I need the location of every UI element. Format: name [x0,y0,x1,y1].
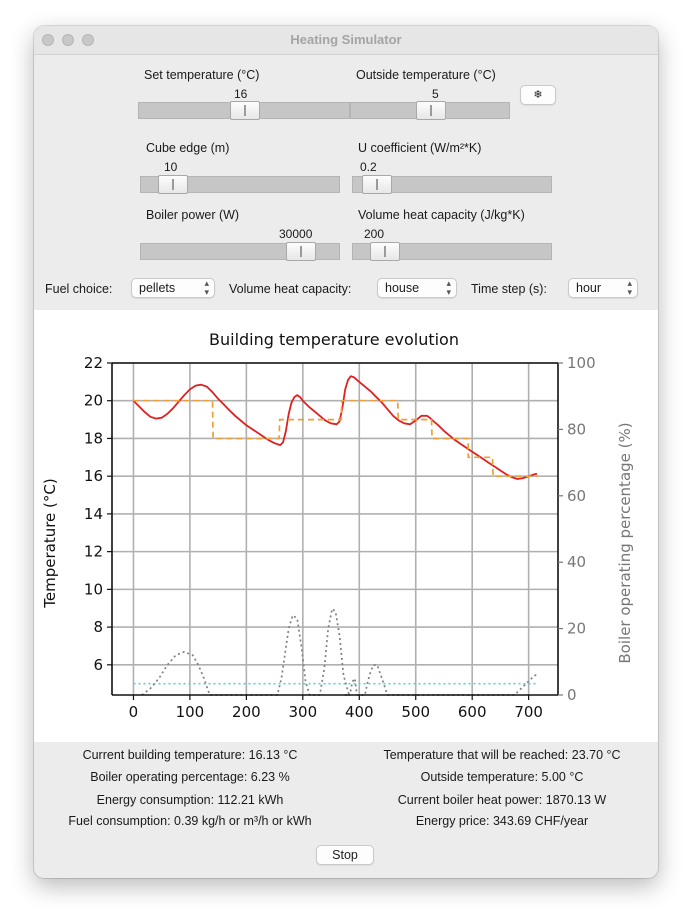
y-tick-label: 22 [84,354,103,372]
chevron-updown-icon: ▴ ▾ [204,278,209,297]
y2-tick-label: 100 [567,354,596,372]
boiler-power-slider-thumb[interactable] [286,242,316,261]
app-window: Heating Simulator Set temperature (°C) 1… [34,26,658,878]
volume-heat-capacity-select[interactable]: house ▴ ▾ [377,278,457,298]
volume-heat-capacity-select-value: house [385,281,420,295]
y-tick-label: 14 [84,505,103,523]
u-coefficient-value: 0.2 [360,160,377,174]
title-bar: Heating Simulator [34,26,658,55]
x-tick-label: 600 [458,703,487,721]
u-coefficient-label: U coefficient (W/m²*K) [358,141,482,155]
outside-temperature-readout: Outside temperature: 5.00 °C [420,770,584,784]
chart-grid [112,362,558,695]
outside-temperature-value: 5 [432,87,439,101]
boiler-power-label: Boiler power (W) [146,208,240,222]
x-tick-label: 200 [232,703,261,721]
y2-tick-label: 80 [567,420,586,438]
zoom-window-icon[interactable] [82,34,94,46]
series-line-1 [133,399,538,478]
fuel-consumption: Fuel consumption: 0.39 kg/h or m³/h or k… [68,814,312,828]
y-tick-label: 20 [84,392,103,410]
boiler-power-value: 30000 [279,227,313,241]
fuel-choice-value: pellets [139,281,176,295]
y-tick-label: 10 [84,580,103,598]
time-step-select[interactable]: hour ▴ ▾ [568,278,638,298]
close-window-icon[interactable] [42,34,54,46]
y2-tick-label: 20 [567,620,586,638]
current-building-temperature: Current building temperature: 16.13 °C [82,748,298,762]
plot-area: Building temperature evolution Temperatu… [34,310,658,742]
fuel-choice-label: Fuel choice: [45,282,113,296]
time-step-label: Time step (s): [471,282,547,296]
cube-edge-value: 10 [164,160,178,174]
chart-title: Building temperature evolution [209,330,459,349]
minimize-window-icon[interactable] [62,34,74,46]
boiler-power-slider[interactable] [140,242,340,261]
u-coefficient-slider[interactable] [352,175,552,194]
snowflake-icon: ❄ [533,89,543,101]
energy-price: Energy price: 343.69 CHF/year [415,814,589,828]
chart-series [132,375,538,696]
series-line-3 [141,607,538,696]
chart-ticks: 0 100 200 300 400 500 600 700 6 8 10 12 14 16 18 20 22 0 2… [84,354,596,721]
y-tick-label: 8 [93,618,103,636]
fuel-choice-select[interactable]: pellets ▴ ▾ [131,278,215,298]
set-temperature-value: 16 [234,87,248,101]
outside-temperature-slider-thumb[interactable] [416,101,446,120]
temperature-chart: Building temperature evolution Temperatu… [41,330,634,721]
energy-consumption: Energy consumption: 112.21 kWh [96,793,284,807]
volume-heat-capacity-slider-thumb[interactable] [370,242,400,261]
y-tick-label: 12 [84,543,103,561]
outside-temperature-label: Outside temperature (°C) [356,68,496,82]
y2-tick-label: 40 [567,553,586,571]
y-tick-label: 16 [84,467,103,485]
cube-edge-label: Cube edge (m) [146,141,230,155]
time-step-value: hour [576,281,602,295]
y2-axis-label: Boiler operating percentage (%) [616,422,634,663]
y-tick-label: 6 [93,656,103,674]
x-tick-label: 100 [176,703,205,721]
set-temperature-label: Set temperature (°C) [144,68,260,82]
volume-heat-capacity-slider-label: Volume heat capacity (J/kg*K) [358,208,525,222]
x-tick-label: 500 [401,703,430,721]
x-tick-label: 700 [514,703,543,721]
stop-button[interactable]: Stop [316,845,374,865]
snowflake-button[interactable]: ❄ [520,85,556,105]
outside-temperature-slider[interactable] [350,101,510,120]
chevron-updown-icon: ▴ ▾ [446,278,451,297]
x-tick-label: 0 [129,703,139,721]
chart-axes [111,362,559,696]
y2-tick-label: 0 [567,686,577,704]
boiler-operating-percentage: Boiler operating percentage: 6.23 % [90,770,290,784]
window-title: Heating Simulator [290,32,402,47]
set-temperature-slider[interactable] [138,101,350,120]
x-tick-label: 300 [288,703,317,721]
volume-heat-capacity-value: 200 [364,227,385,241]
x-tick-label: 400 [345,703,374,721]
u-coefficient-slider-thumb[interactable] [362,175,392,194]
chevron-updown-icon: ▴ ▾ [627,278,632,297]
series-line-0 [132,375,538,480]
y-tick-label: 18 [84,429,103,447]
y2-tick-label: 60 [567,487,586,505]
cube-edge-slider-thumb[interactable] [158,175,188,194]
y-axis-label: Temperature (°C) [41,478,59,608]
cube-edge-slider[interactable] [140,175,340,194]
set-temperature-slider-thumb[interactable] [230,101,260,120]
boiler-heat-power: Current boiler heat power: 1870.13 W [397,793,607,807]
volume-heat-capacity-select-label: Volume heat capacity: [229,282,352,296]
volume-heat-capacity-slider[interactable] [352,242,552,261]
temperature-reached: Temperature that will be reached: 23.70 … [383,748,621,762]
